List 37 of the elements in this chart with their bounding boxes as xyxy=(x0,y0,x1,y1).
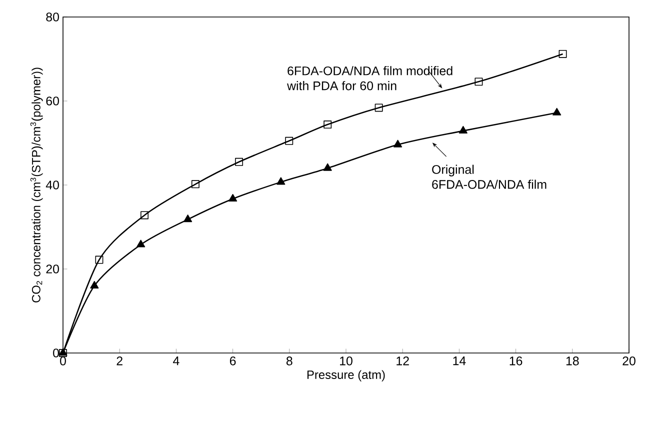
x-tick-label: 12 xyxy=(396,356,409,366)
point xyxy=(458,126,468,134)
point xyxy=(184,214,192,222)
point xyxy=(235,158,244,166)
x-tick-label: 16 xyxy=(510,356,522,366)
x-tick-label: 6 xyxy=(230,356,236,366)
point xyxy=(90,280,99,288)
point xyxy=(285,136,294,145)
x-tick-label: 4 xyxy=(173,356,180,366)
point xyxy=(95,256,104,264)
annotation: Original 6FDA-ODA/NDA film xyxy=(432,164,546,189)
y-axis-title: CO$_{2}$ concentration (cm$^{3}$(STP)/cm$^{3}$(polymer)) xyxy=(30,68,43,302)
point xyxy=(191,180,200,188)
point xyxy=(552,108,562,116)
y-tick-label: 0 xyxy=(53,348,59,358)
y-tick-label: 20 xyxy=(46,264,59,274)
annotation: 6FDA-ODA/NDA film modified with PDA for 60 min xyxy=(287,66,452,90)
point xyxy=(324,120,332,129)
point xyxy=(323,163,332,171)
point xyxy=(374,104,383,112)
point xyxy=(474,78,483,86)
point xyxy=(140,211,148,220)
x-tick-label: 18 xyxy=(566,356,579,366)
point xyxy=(394,140,402,148)
point xyxy=(228,194,238,202)
point xyxy=(136,240,146,248)
y-tick-label: 80 xyxy=(46,12,59,22)
x-axis-title: Pressure (atm) xyxy=(307,370,385,382)
x-tick-label: 8 xyxy=(286,356,292,366)
x-tick-label: 2 xyxy=(116,356,122,366)
x-tick-label: 10 xyxy=(340,356,352,366)
point xyxy=(276,177,286,185)
x-tick-label: 14 xyxy=(453,356,466,366)
point xyxy=(558,50,567,58)
y-tick-label: 60 xyxy=(46,96,59,106)
y-tick-label: 40 xyxy=(46,180,59,190)
x-tick-label: 20 xyxy=(622,356,636,366)
